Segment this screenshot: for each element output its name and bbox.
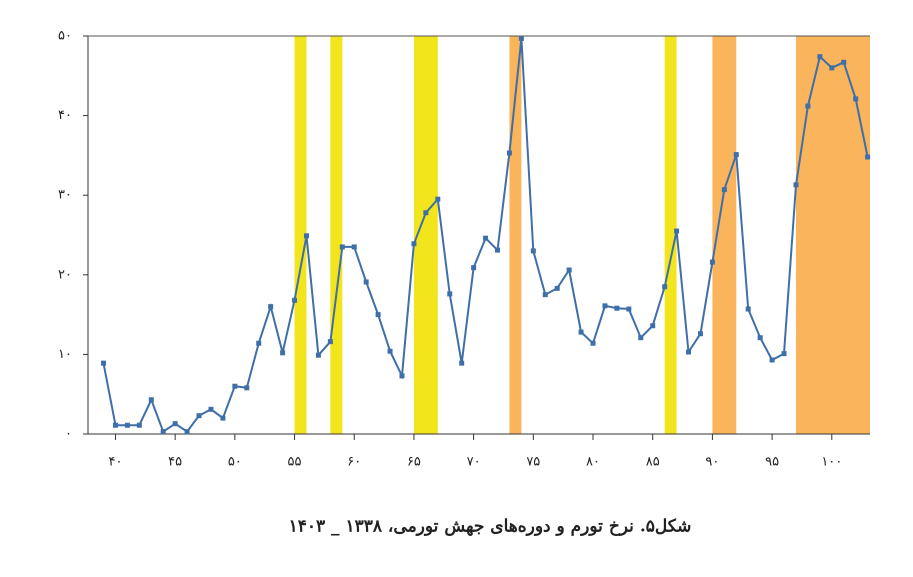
data-point <box>124 422 130 428</box>
data-point <box>638 335 644 341</box>
highlight-band <box>509 36 522 434</box>
highlight-band <box>294 36 307 434</box>
data-point <box>733 152 739 158</box>
data-point <box>411 241 417 247</box>
data-point <box>817 54 823 60</box>
data-point <box>232 383 238 389</box>
data-point <box>292 297 298 303</box>
data-point <box>184 429 190 435</box>
data-point <box>208 406 214 412</box>
data-point <box>554 285 560 291</box>
chart-caption: شکل۵. نرخ تورم و دوره‌های جهش تورمی، ۱۳۳… <box>289 517 692 537</box>
y-tick-label: ۱۰ <box>58 347 72 362</box>
data-point <box>853 96 859 102</box>
data-point <box>363 279 369 285</box>
y-tick-label: ۳۰ <box>58 188 72 203</box>
highlight-band <box>330 36 343 434</box>
x-tick-label: ۵۵ <box>288 455 302 470</box>
x-tick-label: ۵۰ <box>228 455 242 470</box>
data-line <box>102 38 869 434</box>
data-point <box>805 103 811 109</box>
data-point <box>590 340 596 346</box>
data-point <box>757 335 763 341</box>
data-point <box>495 247 501 253</box>
data-point <box>315 352 321 358</box>
data-point <box>387 348 393 354</box>
data-point <box>841 59 847 65</box>
data-point <box>423 210 429 216</box>
data-point <box>578 329 584 335</box>
x-tick-label: ۴۰ <box>108 455 122 470</box>
data-point <box>101 360 107 366</box>
data-point <box>327 339 333 345</box>
data-point <box>650 323 656 329</box>
data-point <box>435 196 441 202</box>
data-point <box>172 421 178 427</box>
data-point <box>280 350 286 356</box>
data-point <box>268 304 274 310</box>
data-point <box>256 340 262 346</box>
x-tick-label: ۸۰ <box>586 455 600 470</box>
data-point <box>339 244 345 250</box>
data-point <box>769 357 775 363</box>
data-point <box>662 284 668 290</box>
x-tick-label: ۹۰ <box>705 455 719 470</box>
x-tick-label: ۹۵ <box>765 455 779 470</box>
y-tick-label: ۴۰ <box>58 108 72 123</box>
data-point <box>674 228 680 234</box>
highlight-band <box>413 36 438 434</box>
data-point <box>375 312 381 318</box>
data-point <box>626 306 632 312</box>
x-tick-label: ۴۵ <box>168 455 182 470</box>
data-point <box>506 150 512 156</box>
highlight-band <box>664 36 677 434</box>
data-point <box>686 349 692 355</box>
x-tick-label: ۷۰ <box>467 455 481 470</box>
data-point <box>399 373 405 379</box>
x-tick-label: ۶۰ <box>347 455 361 470</box>
y-tick-label: ۲۰ <box>58 267 72 282</box>
data-point <box>697 331 703 337</box>
data-point <box>602 303 608 309</box>
data-point <box>303 233 309 239</box>
data-point <box>721 187 727 193</box>
x-tick-label: ۸۵ <box>646 455 660 470</box>
data-point <box>745 306 751 312</box>
data-point <box>542 292 548 298</box>
data-point <box>709 259 715 265</box>
data-point <box>471 265 477 271</box>
data-point <box>781 351 787 357</box>
data-point <box>244 385 250 391</box>
data-point <box>160 429 166 435</box>
data-point <box>112 422 118 428</box>
x-tick-label: ۷۵ <box>526 455 540 470</box>
data-point <box>793 182 799 188</box>
data-point <box>220 415 226 421</box>
y-tick-label: ۵۰ <box>58 29 72 44</box>
y-tick-label: ۰ <box>65 427 72 442</box>
data-point <box>614 305 620 311</box>
data-point <box>136 422 142 428</box>
data-point <box>148 397 154 403</box>
data-point <box>351 244 357 250</box>
highlight-band <box>712 36 737 434</box>
data-point <box>459 360 465 366</box>
data-point <box>566 267 572 273</box>
x-tick-label: ۶۵ <box>407 455 421 470</box>
data-point <box>865 154 871 160</box>
x-tick-label: ۱۰۰ <box>821 455 842 470</box>
data-point <box>518 35 524 41</box>
data-point <box>447 291 453 297</box>
data-point <box>530 248 536 254</box>
highlight-band <box>795 36 870 434</box>
data-point <box>196 413 202 419</box>
data-point <box>483 235 489 241</box>
data-point <box>829 65 835 71</box>
